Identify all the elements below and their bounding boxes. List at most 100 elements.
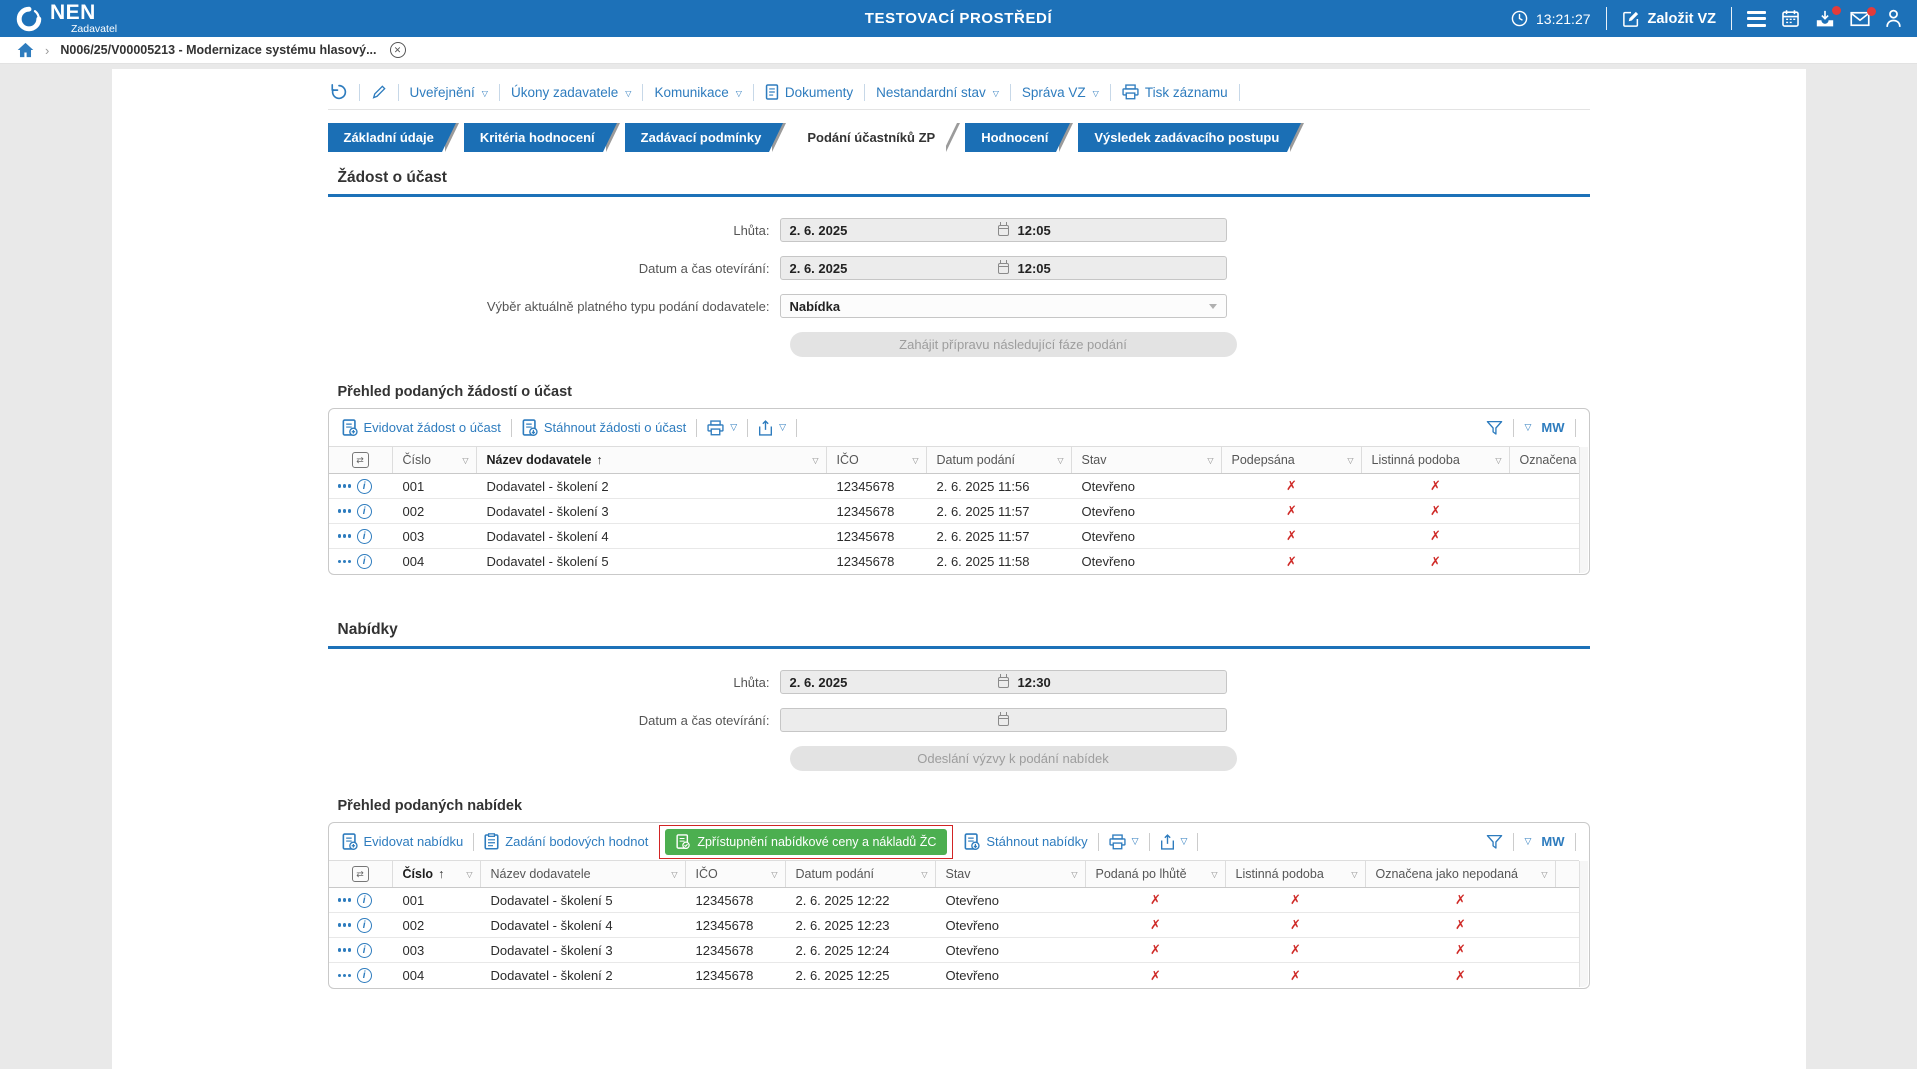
tab-podani-ucastniku[interactable]: Podání účastníků ZP (791, 123, 943, 152)
column-chooser-icon[interactable]: ⇄ (352, 866, 369, 882)
menu-uverejneni[interactable]: Uveřejnění▽ (410, 85, 488, 100)
view-dropdown-icon[interactable]: ▽ (1524, 422, 1531, 433)
history-icon[interactable] (330, 83, 348, 101)
menu-komunikace[interactable]: Komunikace▽ (654, 85, 741, 100)
table-row[interactable]: i 001 Dodavatel - školení 5 12345678 2. … (329, 888, 1579, 913)
table-row[interactable]: i 003 Dodavatel - školení 4 12345678 2. … (329, 524, 1579, 549)
print-table-button[interactable]: ▽ (707, 420, 737, 436)
table-scrollbar[interactable] (1579, 447, 1588, 573)
nabidky-oteviranni-field[interactable] (780, 708, 1227, 732)
column-filter-icon[interactable]: ▽ (907, 456, 918, 465)
col-stav[interactable]: Stav▽ (936, 861, 1086, 887)
column-filter-icon[interactable]: ▽ (1536, 870, 1547, 879)
vyzva-button[interactable]: Odeslání výzvy k podání nabídek (790, 746, 1237, 771)
row-menu-icon[interactable] (338, 948, 341, 951)
column-filter-icon[interactable]: ▽ (457, 456, 468, 465)
column-filter-icon[interactable]: ▽ (1346, 870, 1357, 879)
menu-nestandardni-stav[interactable]: Nestandardní stav▽ (876, 85, 999, 100)
table-row[interactable]: i 002 Dodavatel - školení 4 12345678 2. … (329, 913, 1579, 938)
evidovat-nabidku-button[interactable]: Evidovat nabídku (342, 833, 464, 850)
column-filter-icon[interactable]: ▽ (1342, 456, 1353, 465)
calendar-field-icon[interactable] (998, 715, 1009, 726)
zpristupneni-ceny-button[interactable]: Zpřístupnění nabídkové ceny a nákladů ŽC (665, 829, 947, 855)
tab-vysledek[interactable]: Výsledek zadávacího postupu (1078, 123, 1287, 152)
info-icon[interactable]: i (357, 554, 372, 569)
mw-view-button[interactable]: MW (1541, 420, 1564, 435)
row-menu-icon[interactable] (338, 898, 341, 901)
col-podepsana[interactable]: Podepsána▽ (1222, 447, 1362, 473)
col-oznacena[interactable]: Označena jako nepodaná (1510, 447, 1579, 473)
column-chooser-icon[interactable]: ⇄ (352, 452, 369, 468)
oteviranni-datetime-field[interactable]: 2. 6. 2025 12:05 (780, 256, 1227, 280)
col-datum-podani[interactable]: Datum podání▽ (786, 861, 936, 887)
create-vz-button[interactable]: Založit VZ (1622, 10, 1716, 28)
col-ico[interactable]: IČO▽ (827, 447, 927, 473)
col-oznacena-nepodana[interactable]: Označena jako nepodaná▽ (1366, 861, 1556, 887)
table-row[interactable]: i 004 Dodavatel - školení 2 12345678 2. … (329, 963, 1579, 988)
info-icon[interactable]: i (357, 504, 372, 519)
table-row[interactable]: i 001 Dodavatel - školení 2 12345678 2. … (329, 474, 1579, 499)
tab-zakladni-udaje[interactable]: Základní údaje (328, 123, 442, 152)
downloads-icon[interactable] (1815, 10, 1835, 28)
table-row[interactable]: i 003 Dodavatel - školení 3 12345678 2. … (329, 938, 1579, 963)
filter-icon[interactable] (1486, 834, 1503, 850)
column-filter-icon[interactable]: ▽ (666, 870, 677, 879)
calendar-field-icon[interactable] (998, 225, 1009, 236)
table-row[interactable]: i 004 Dodavatel - školení 5 12345678 2. … (329, 549, 1579, 574)
stahnout-zadosti-button[interactable]: Stáhnout žádosti o účast (522, 419, 686, 436)
menu-sprava-vz[interactable]: Správa VZ▽ (1022, 85, 1099, 100)
lhuta-datetime-field[interactable]: 2. 6. 2025 12:05 (780, 218, 1227, 242)
col-cislo[interactable]: Číslo▽ (393, 447, 477, 473)
column-filter-icon[interactable]: ▽ (1490, 456, 1501, 465)
row-menu-icon[interactable] (338, 923, 341, 926)
calendar-field-icon[interactable] (998, 263, 1009, 274)
info-icon[interactable]: i (357, 918, 372, 933)
col-datum-podani[interactable]: Datum podání▽ (927, 447, 1072, 473)
breadcrumb-record[interactable]: N006/25/V00005213 - Modernizace systému … (60, 43, 376, 57)
edit-pencil-icon[interactable] (371, 84, 387, 100)
user-icon[interactable] (1885, 9, 1902, 28)
row-menu-icon[interactable] (338, 509, 341, 512)
column-filter-icon[interactable]: ▽ (461, 870, 472, 879)
menu-icon[interactable] (1747, 11, 1766, 27)
table-row[interactable]: i 002 Dodavatel - školení 3 12345678 2. … (329, 499, 1579, 524)
menu-dokumenty[interactable]: Dokumenty (765, 84, 853, 100)
close-icon[interactable]: ✕ (390, 42, 406, 58)
col-listinna-podoba[interactable]: Listinná podoba▽ (1226, 861, 1366, 887)
export-table-button[interactable]: ▽ (1160, 834, 1188, 850)
mail-icon[interactable] (1850, 11, 1870, 27)
zadani-bodovych-hodnot-button[interactable]: Zadání bodových hodnot (484, 833, 648, 850)
calendar-icon[interactable] (1781, 9, 1800, 28)
col-ico[interactable]: IČO▽ (686, 861, 786, 887)
tab-zadavaci-podminky[interactable]: Zadávací podmínky (625, 123, 770, 152)
column-filter-icon[interactable]: ▽ (1206, 870, 1217, 879)
mw-view-button[interactable]: MW (1541, 834, 1564, 849)
menu-ukony-zadavatele[interactable]: Úkony zadavatele▽ (511, 85, 631, 100)
view-dropdown-icon[interactable]: ▽ (1524, 836, 1531, 847)
row-menu-icon[interactable] (338, 974, 341, 977)
export-table-button[interactable]: ▽ (758, 420, 786, 436)
tab-hodnoceni[interactable]: Hodnocení (965, 123, 1056, 152)
col-stav[interactable]: Stav▽ (1072, 447, 1222, 473)
col-nazev-dodavatele[interactable]: Název dodavatele↑▽ (477, 447, 827, 473)
print-table-button[interactable]: ▽ (1109, 834, 1139, 850)
col-nazev-dodavatele[interactable]: Název dodavatele▽ (481, 861, 686, 887)
column-filter-icon[interactable]: ▽ (1052, 456, 1063, 465)
info-icon[interactable]: i (357, 968, 372, 983)
row-menu-icon[interactable] (338, 560, 341, 563)
info-icon[interactable]: i (357, 529, 372, 544)
table-scrollbar[interactable] (1579, 861, 1588, 987)
next-phase-button[interactable]: Zahájit přípravu následující fáze podání (790, 332, 1237, 357)
column-filter-icon[interactable]: ▽ (807, 456, 818, 465)
column-filter-icon[interactable]: ▽ (1202, 456, 1213, 465)
column-filter-icon[interactable]: ▽ (916, 870, 927, 879)
nen-brand[interactable]: NEN Zadavatel (15, 2, 117, 35)
evidovat-zadost-button[interactable]: Evidovat žádost o účast (342, 419, 501, 436)
info-icon[interactable]: i (357, 893, 372, 908)
col-cislo[interactable]: Číslo↑▽ (393, 861, 481, 887)
column-filter-icon[interactable]: ▽ (766, 870, 777, 879)
tab-kriteria-hodnoceni[interactable]: Kritéria hodnocení (464, 123, 603, 152)
typ-podani-select[interactable]: Nabídka (780, 294, 1227, 318)
info-icon[interactable]: i (357, 943, 372, 958)
calendar-field-icon[interactable] (998, 677, 1009, 688)
